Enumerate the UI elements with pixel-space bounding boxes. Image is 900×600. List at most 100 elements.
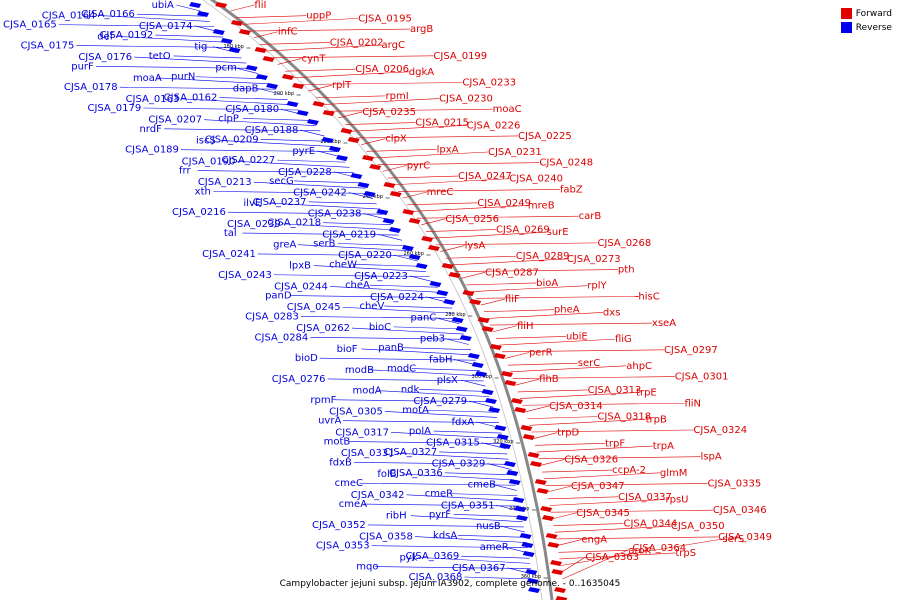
forward-gene-label: aroK [628,545,651,556]
reverse-leader-line [507,567,532,575]
reverse-leader-line [464,576,533,580]
reverse-leader-line [337,243,406,246]
reverse-gene-arrow [408,254,421,260]
reverse-leader-line [351,327,465,335]
forward-gene-label: CJSA_0346 [713,505,767,516]
reverse-gene-arrow [484,398,497,404]
reverse-gene-arrow [521,542,534,548]
reverse-gene-label: CJSA_0220 [338,250,392,261]
forward-gene-arrow [540,506,553,512]
forward-leader-line [402,191,427,199]
reverse-gene-arrow [488,407,501,413]
reverse-gene-arrow [382,218,395,224]
forward-gene-label: argC [382,40,405,51]
forward-leader-line [558,549,629,553]
reverse-leader-line [204,119,317,126]
forward-leader-line [361,138,386,145]
forward-gene-label: CJSA_0248 [539,158,593,169]
reverse-leader-line [359,482,516,486]
reverse-leader-line [119,86,276,90]
reverse-gene-label: pyrE [292,146,315,157]
reverse-gene-arrow [321,137,334,143]
forward-gene-arrow [504,380,517,386]
forward-leader-line [515,378,540,386]
reverse-leader-line [289,295,446,298]
reverse-leader-line [176,4,201,12]
forward-leader-line [557,539,582,546]
reverse-gene-arrow [508,479,521,485]
reverse-leader-line [354,462,511,465]
reverse-leader-line [374,566,531,569]
reverse-leader-line [335,399,492,403]
forward-gene-label: CJSA_0363 [585,552,639,563]
reverse-gene-label: ilvE [243,198,261,209]
forward-gene-arrow [402,209,415,215]
reverse-gene-label: CJSA_0166 [81,9,135,20]
reverse-gene-label: cheV [359,301,384,312]
reverse-gene-arrow [415,263,428,269]
forward-leader-line [292,71,409,79]
reverse-gene-label: CJSA_0165 [3,20,57,31]
forward-gene-arrow [262,56,275,62]
reverse-gene-arrow [255,74,268,80]
reverse-leader-line [476,421,501,429]
reverse-leader-line [403,347,472,351]
forward-gene-label: CJSA_0230 [439,94,493,105]
forward-leader-line [553,523,624,526]
forward-gene-label: CJSA_0350 [671,521,725,532]
reverse-leader-line [393,254,418,262]
forward-leader-line [489,322,652,326]
reverse-gene-label: CJSA_0327 [383,447,437,458]
forward-swatch [840,8,852,19]
reverse-gene-label: frr [179,166,191,177]
forward-leader-line [366,149,437,152]
reverse-gene-arrow [525,569,538,575]
forward-leader-line [540,459,565,466]
forward-gene-label: fliI [254,0,266,11]
forward-gene-arrow [469,299,482,305]
map-caption: Campylobacter jejuni subsp. jejuni IA390… [279,579,621,589]
reverse-gene-arrow [357,182,370,188]
forward-gene-arrow [522,434,535,440]
forward-gene-arrow [529,461,542,467]
forward-leader-line [430,231,547,239]
forward-leader-line [542,469,613,473]
forward-leader-line [382,165,407,172]
forward-gene-arrow [501,371,514,377]
forward-leader-line [522,402,685,406]
forward-gene-label: CJSA_0318 [597,412,651,423]
forward-leader-line [556,536,719,540]
reverse-gene-label: CJSA_0283 [245,311,299,322]
reverse-gene-label: kdsA [433,530,457,541]
forward-gene-label: carB [579,211,602,222]
forward-leader-line [350,124,467,132]
reverse-leader-line [453,514,522,517]
forward-gene-arrow [547,542,560,548]
forward-leader-line [265,44,382,52]
reverse-leader-line [219,97,288,100]
reverse-gene-label: panC [410,313,436,324]
forward-gene-label: cynT [302,53,327,64]
reverse-gene-label: CJSA_0331 [341,448,395,459]
reverse-leader-line [233,67,259,74]
reverse-gene-arrow [429,281,442,287]
reverse-gene-label: cmeR [425,489,453,500]
reverse-leader-line [282,223,395,231]
reverse-leader-line [180,149,337,152]
reverse-leader-line [469,400,494,408]
forward-gene-label: lspA [701,452,722,463]
reverse-leader-line [253,181,366,189]
forward-gene-arrow [477,317,490,323]
forward-leader-line [520,392,637,399]
genome-backbone-inner [202,0,543,600]
reverse-leader-line [134,56,247,64]
reverse-gene-label: greA [273,240,296,251]
forward-leader-line [435,242,598,246]
reverse-gene-label: CJSA_0216 [172,207,226,218]
forward-leader-line [345,122,416,125]
reverse-leader-line [257,253,414,257]
forward-gene-label: uppP [306,11,331,22]
reverse-gene-label: CJSA_0279 [413,396,467,407]
reverse-gene-arrow [266,83,279,89]
forward-leader-line [411,205,528,212]
